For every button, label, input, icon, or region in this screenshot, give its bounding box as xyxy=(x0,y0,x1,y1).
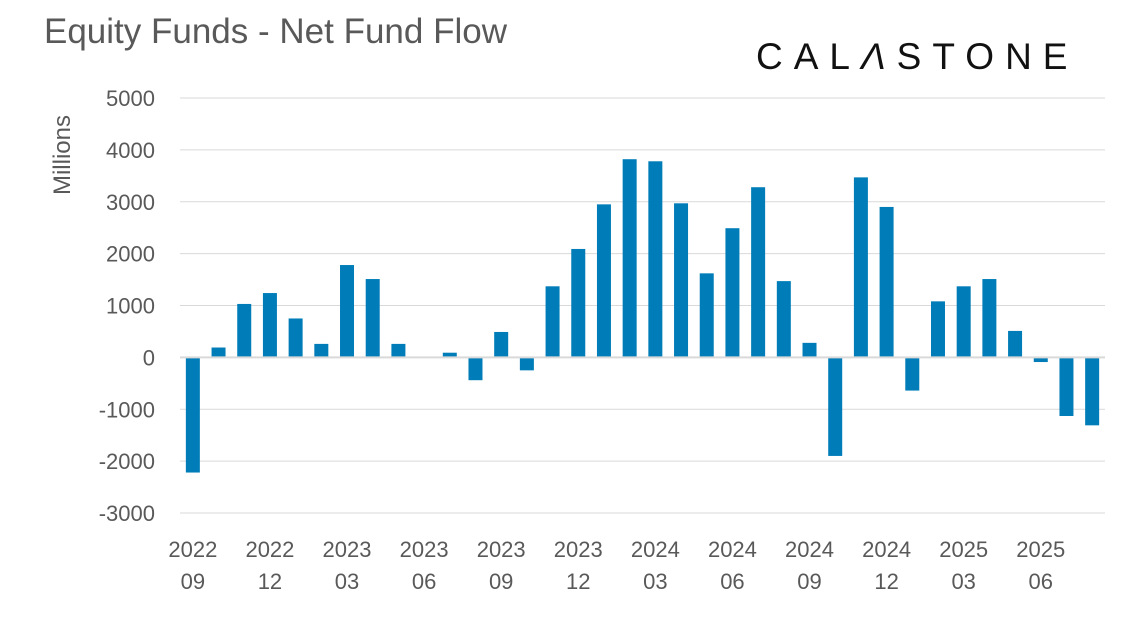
bar-2025-02 xyxy=(930,301,945,358)
bar-2023-10 xyxy=(519,357,534,371)
bar-2022-11 xyxy=(237,303,252,358)
bar-2024-04 xyxy=(674,203,689,358)
bar-2025-07 xyxy=(1059,357,1074,416)
bar-2023-03 xyxy=(340,265,355,358)
x-tick-year: 2022 xyxy=(245,537,294,562)
x-tick-month: 03 xyxy=(951,569,975,594)
x-tick-month: 12 xyxy=(258,569,282,594)
y-tick-label: -3000 xyxy=(99,501,155,526)
bar-2023-07 xyxy=(442,352,457,358)
x-tick-year: 2024 xyxy=(785,537,834,562)
bar-2024-11 xyxy=(853,177,868,358)
x-tick-month: 06 xyxy=(412,569,436,594)
x-tick-year: 2025 xyxy=(1016,537,1065,562)
x-tick-month: 09 xyxy=(797,569,821,594)
y-tick-label: 3000 xyxy=(106,190,155,215)
y-tick-label: -2000 xyxy=(99,449,155,474)
bar-2023-02 xyxy=(314,343,329,358)
x-tick-month: 09 xyxy=(181,569,205,594)
y-tick-label: 4000 xyxy=(106,138,155,163)
bar-2024-08 xyxy=(776,281,791,358)
x-tick-year: 2023 xyxy=(323,537,372,562)
bar-2022-09 xyxy=(185,357,200,473)
bar-2025-06 xyxy=(1033,357,1048,363)
y-tick-label: 2000 xyxy=(106,242,155,267)
bar-2024-09 xyxy=(802,342,817,358)
bar-2023-01 xyxy=(288,318,303,358)
x-tick-month: 06 xyxy=(1029,569,1053,594)
y-tick-label: 0 xyxy=(143,345,155,370)
bar-2024-12 xyxy=(879,206,894,358)
bar-2025-03 xyxy=(956,286,971,358)
bar-2023-05 xyxy=(391,343,406,358)
bar-2024-06 xyxy=(725,228,740,358)
y-tick-label: 1000 xyxy=(106,294,155,319)
bar-2024-02 xyxy=(622,159,637,358)
x-tick-year: 2024 xyxy=(631,537,680,562)
x-tick-year: 2023 xyxy=(400,537,449,562)
bar-2023-12 xyxy=(571,248,586,358)
bar-2025-01 xyxy=(905,357,920,391)
bar-2023-08 xyxy=(468,357,483,381)
bar-2024-07 xyxy=(751,187,766,358)
x-tick-year: 2023 xyxy=(554,537,603,562)
x-tick-month: 12 xyxy=(874,569,898,594)
calastone-logo: CALΛSTONE xyxy=(756,36,1079,77)
x-tick-year: 2023 xyxy=(477,537,526,562)
y-tick-label: 5000 xyxy=(106,86,155,111)
bar-2025-05 xyxy=(1008,330,1023,358)
x-tick-year: 2025 xyxy=(939,537,988,562)
bar-2024-05 xyxy=(699,273,714,358)
x-tick-year: 2024 xyxy=(862,537,911,562)
x-tick-month: 03 xyxy=(335,569,359,594)
x-tick-month: 09 xyxy=(489,569,513,594)
y-axis-label: Millions xyxy=(49,115,76,195)
x-tick-year: 2024 xyxy=(708,537,757,562)
bar-2024-01 xyxy=(596,204,611,358)
x-tick-year: 2022 xyxy=(168,537,217,562)
x-tick-month: 03 xyxy=(643,569,667,594)
bar-2022-10 xyxy=(211,347,226,358)
bar-2022-12 xyxy=(262,293,277,358)
y-tick-label: -1000 xyxy=(99,397,155,422)
bar-2023-09 xyxy=(494,331,509,358)
bar-2023-11 xyxy=(545,286,560,358)
chart-title: Equity Funds - Net Fund Flow xyxy=(44,12,507,51)
bar-2023-04 xyxy=(365,279,380,358)
bar-2025-08 xyxy=(1085,357,1100,426)
x-tick-month: 06 xyxy=(720,569,744,594)
bar-2024-10 xyxy=(828,357,843,456)
x-tick-month: 12 xyxy=(566,569,590,594)
bar-2025-04 xyxy=(982,279,997,358)
bar-2024-03 xyxy=(648,161,663,358)
